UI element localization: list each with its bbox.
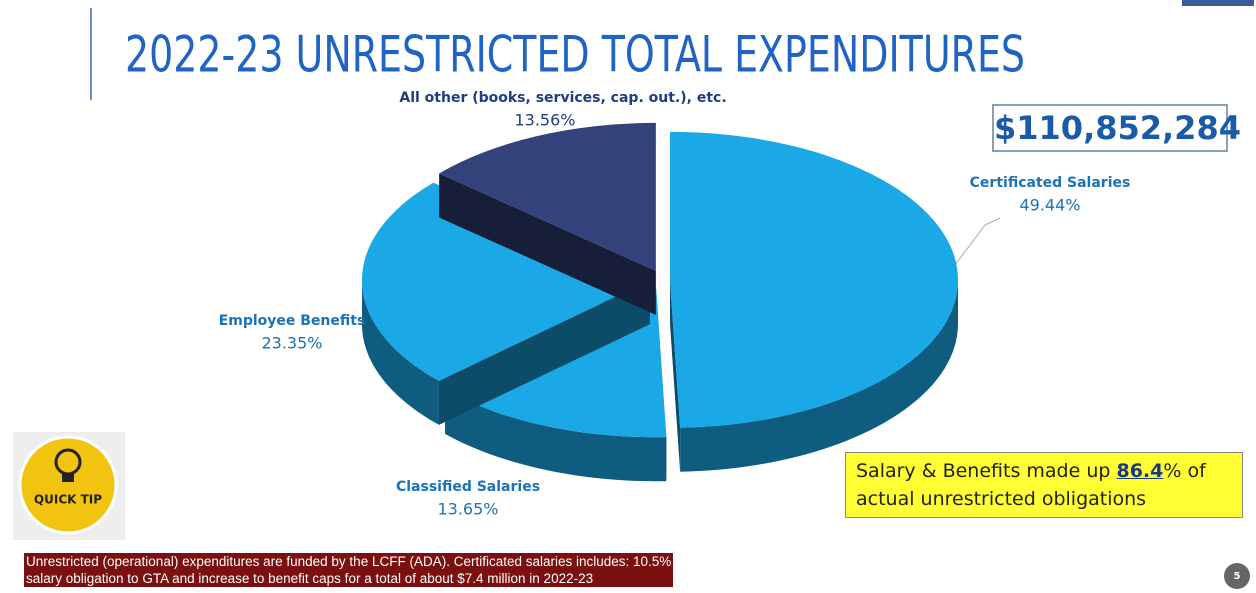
slice-label: Classified Salaries <box>396 479 540 495</box>
footnote: Unrestricted (operational) expenditures … <box>24 553 674 587</box>
slice-top <box>669 131 959 428</box>
leader-line <box>954 217 1001 266</box>
page-number: 5 <box>1234 571 1241 582</box>
value-label: 23.35% <box>261 334 322 353</box>
slice-label: Certificated Salaries <box>970 175 1131 191</box>
slice-edge <box>439 173 656 315</box>
value-label: 13.56% <box>514 111 575 130</box>
slice-edge <box>438 280 651 425</box>
slice-edge <box>669 279 681 472</box>
value-label: 13.65% <box>437 500 498 519</box>
slice-side <box>362 280 439 425</box>
slice <box>439 122 656 315</box>
slice-side <box>445 389 667 482</box>
callout-highlight: 86.4 <box>1116 460 1164 482</box>
badge-text: QUICK TIP <box>34 493 102 507</box>
slice <box>669 131 959 472</box>
logo <box>1182 0 1254 6</box>
footnote-line: salary obligation to GTA and increase to… <box>26 571 594 586</box>
callout: Salary & Benefits made up 86.4% of actual… <box>845 452 1243 518</box>
callout-text: actual unrestricted obligations <box>856 488 1147 510</box>
callout-text: Salary & Benefits made up <box>856 460 1117 482</box>
quick-tip-icon: QUICK TIP <box>13 432 125 540</box>
total-box: $110,852,284 <box>992 104 1241 152</box>
footnote-line: Unrestricted (operational) expenditures … <box>26 554 672 569</box>
slice-label: Employee Benefits <box>219 313 366 329</box>
slice-side <box>680 279 958 472</box>
value-label: 49.44% <box>1019 196 1080 215</box>
slice-top <box>362 182 651 381</box>
callout-text: % of <box>1163 460 1206 482</box>
chart-title: 2022-23 UNRESTRICTED TOTAL EXPENDITURES <box>125 26 1025 84</box>
slice-label: All other (books, services, cap. out.), … <box>399 90 726 106</box>
page-number-badge <box>1224 563 1250 589</box>
slice-top <box>439 122 656 271</box>
